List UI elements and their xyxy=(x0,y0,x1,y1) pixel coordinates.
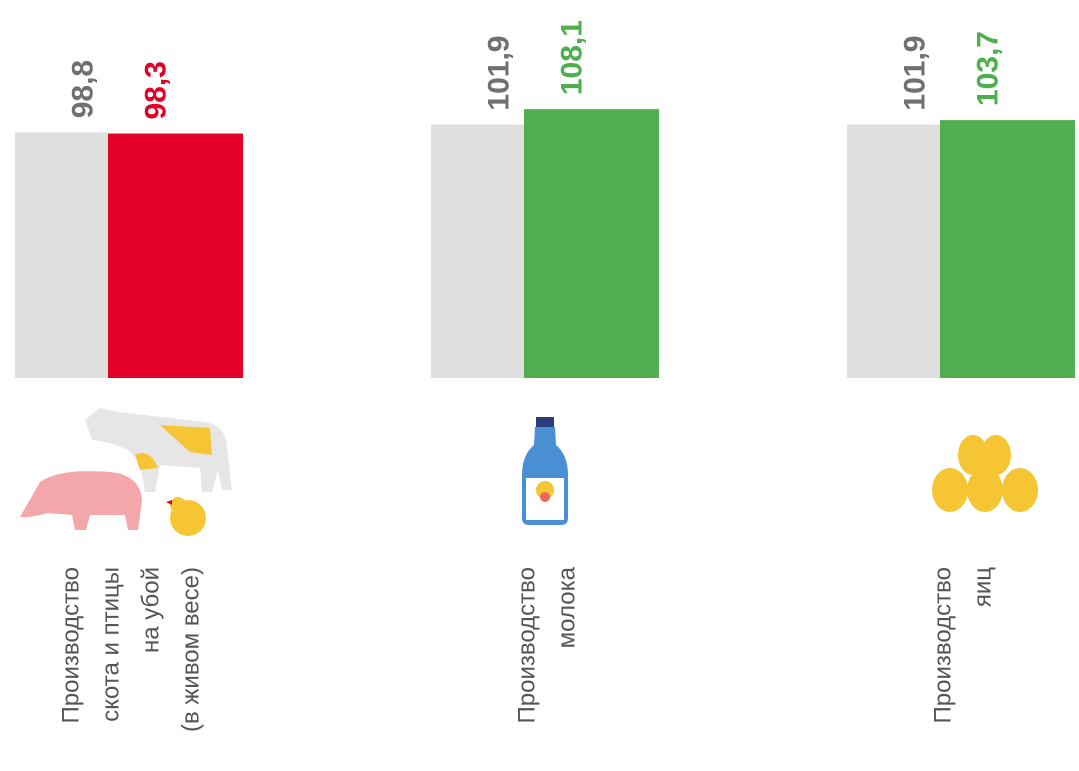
livestock-icon xyxy=(20,408,232,536)
bar xyxy=(524,109,659,379)
bar xyxy=(15,132,108,378)
bar xyxy=(431,124,524,378)
milk-icon xyxy=(522,417,568,525)
category-label: (в живом весе) xyxy=(177,567,204,732)
category-label: Производство xyxy=(57,567,84,723)
category-label: Производство xyxy=(929,567,956,723)
bar xyxy=(940,120,1075,378)
value-label: 101,9 xyxy=(482,36,515,111)
category-label: Производство xyxy=(513,567,540,723)
category-label: на убой xyxy=(137,567,164,653)
value-label: 98,8 xyxy=(66,60,99,118)
category-label: скота и птицы xyxy=(97,567,124,722)
value-label: 98,3 xyxy=(139,61,172,119)
value-label: 101,9 xyxy=(898,36,931,111)
eggs-icon xyxy=(932,435,1038,512)
value-label: 103,7 xyxy=(971,31,1004,106)
value-label: 108,1 xyxy=(555,20,588,95)
category-label: яиц xyxy=(969,567,996,607)
category-label: молока xyxy=(553,566,580,648)
bar xyxy=(847,124,940,378)
bar xyxy=(108,133,243,378)
